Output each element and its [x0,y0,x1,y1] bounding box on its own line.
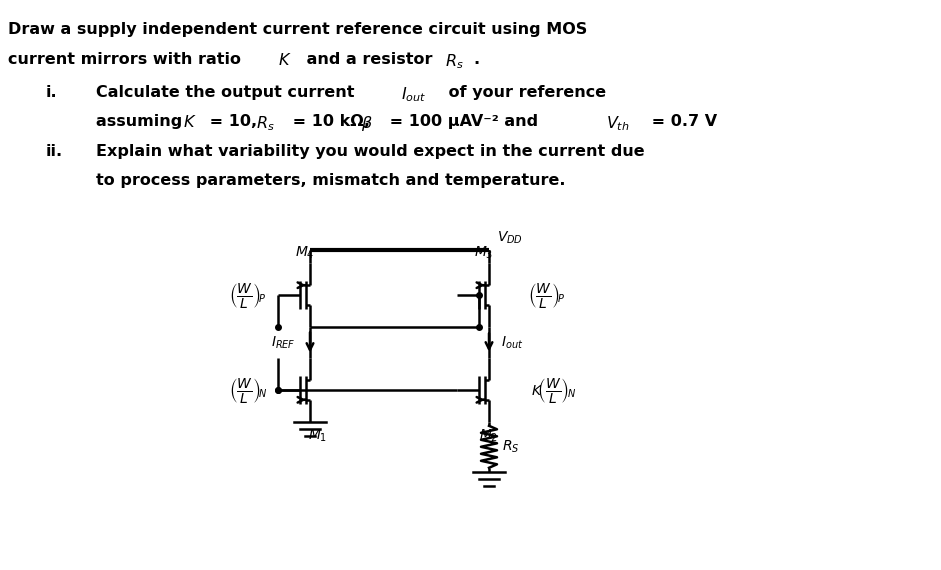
Text: $M_2$: $M_2$ [479,428,499,445]
Text: = 0.7 V: = 0.7 V [646,114,717,129]
Text: $R_S$: $R_S$ [502,438,519,455]
Text: $I_{REF}$: $I_{REF}$ [271,334,296,351]
Text: .: . [473,52,479,67]
Text: $I_{out}$: $I_{out}$ [501,334,523,351]
Text: $\left(\dfrac{W}{L}\right)_{\!P}$: $\left(\dfrac{W}{L}\right)_{\!P}$ [230,280,266,310]
Text: $K$: $K$ [278,52,292,68]
Text: $M_4$: $M_4$ [295,245,315,261]
Text: = 10 kΩ,: = 10 kΩ, [287,114,375,129]
Text: current mirrors with ratio: current mirrors with ratio [8,52,247,67]
Text: $R_s$: $R_s$ [256,114,275,133]
Text: $V_{th}$: $V_{th}$ [606,114,630,133]
Text: assuming: assuming [96,114,188,129]
Text: = 100 μAV⁻² and: = 100 μAV⁻² and [384,114,544,129]
Text: Calculate the output current: Calculate the output current [96,85,360,100]
Text: ii.: ii. [46,144,63,159]
Text: of your reference: of your reference [443,85,606,100]
Text: Draw a supply independent current reference circuit using MOS: Draw a supply independent current refere… [8,22,587,37]
Text: i.: i. [46,85,57,100]
Text: $K$: $K$ [183,114,197,130]
Text: $I_{out}$: $I_{out}$ [401,85,426,104]
Text: $\beta$: $\beta$ [361,114,373,133]
Text: $M_3$: $M_3$ [474,245,494,261]
Text: $\left(\dfrac{W}{L}\right)_{\!N}$: $\left(\dfrac{W}{L}\right)_{\!N}$ [229,376,267,405]
Text: $V_{DD}$: $V_{DD}$ [497,230,523,246]
Text: to process parameters, mismatch and temperature.: to process parameters, mismatch and temp… [96,173,566,188]
Text: $M_1$: $M_1$ [309,428,327,445]
Text: $R_s$: $R_s$ [445,52,464,71]
Text: $\left(\dfrac{W}{L}\right)_{\!P}$: $\left(\dfrac{W}{L}\right)_{\!P}$ [528,280,566,310]
Text: and a resistor: and a resistor [301,52,439,67]
Text: $K\!\left(\dfrac{W}{L}\right)_{\!N}$: $K\!\left(\dfrac{W}{L}\right)_{\!N}$ [532,376,577,405]
Text: Explain what variability you would expect in the current due: Explain what variability you would expec… [96,144,645,159]
Text: = 10,: = 10, [204,114,263,129]
